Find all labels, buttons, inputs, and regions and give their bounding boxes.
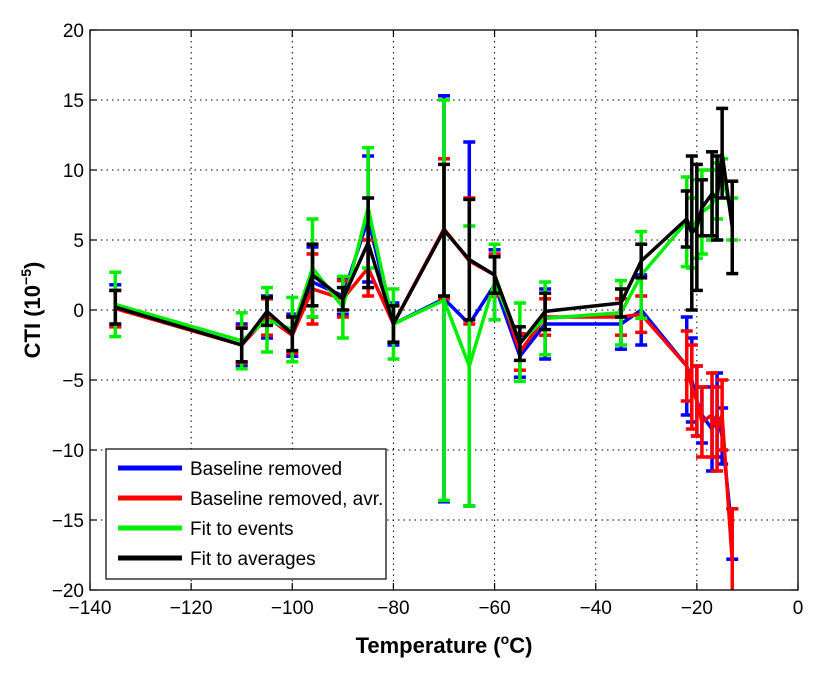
x-tick-label: 0 [793,598,804,619]
series-line [114,151,735,347]
x-tick-label: −60 [478,598,510,619]
series-layer [109,94,739,590]
y-tick-label: 15 [63,91,84,112]
series-fit-to-averages [109,106,739,364]
axis-ticks: −140 −120 −100 −80 −60 −40 −20 0 −20 −15 −10 −5 0 5 10… [52,21,804,619]
x-tick-label: −80 [377,598,409,619]
x-axis-label: Temperature (oC) [356,631,533,658]
legend-label: Baseline removed [190,459,342,480]
x-tick-label: −20 [681,598,713,619]
y-tick-label: −10 [52,441,84,462]
x-tick-label: −120 [170,598,213,619]
legend-label: Fit to events [190,519,294,540]
legend: Baseline removed Baseline removed, avr. Fi… [105,448,387,580]
y-tick-label: 5 [73,231,84,252]
y-tick-label: 20 [63,21,84,42]
grid [90,30,798,590]
y-tick-label: −20 [52,581,84,602]
y-tick-label: 10 [63,161,84,182]
y-tick-label: 0 [73,301,84,322]
x-tick-label: −40 [580,598,612,619]
legend-label: Baseline removed, avr. [190,489,383,510]
x-tick-label: −140 [69,598,112,619]
x-tick-label: −100 [271,598,314,619]
y-axis-label: CTI (10−5) [18,262,45,359]
legend-label: Fit to averages [190,549,316,570]
y-tick-label: −5 [62,371,84,392]
y-tick-label: −15 [52,511,84,532]
